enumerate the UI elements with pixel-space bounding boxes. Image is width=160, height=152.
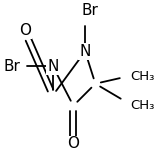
Text: O: O: [67, 136, 79, 151]
Text: N: N: [79, 44, 91, 59]
Text: Br: Br: [81, 3, 98, 18]
Text: O: O: [19, 23, 31, 38]
Text: N: N: [47, 59, 58, 74]
Text: CH₃: CH₃: [131, 70, 155, 83]
Text: CH₃: CH₃: [131, 99, 155, 112]
Text: Br: Br: [3, 59, 20, 74]
